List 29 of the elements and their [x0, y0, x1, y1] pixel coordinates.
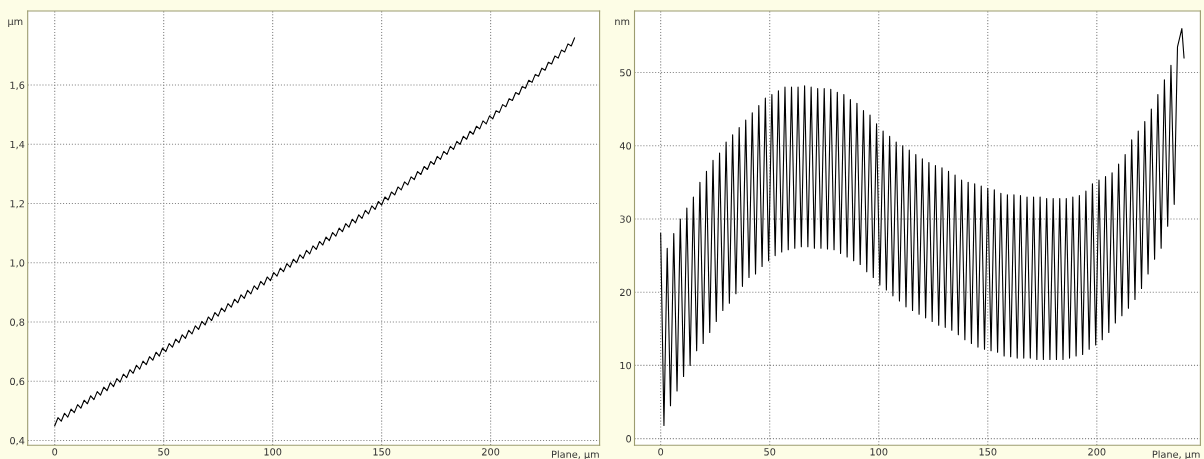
y-tick-label: 20: [620, 288, 632, 297]
y-tick-label: 1,6: [10, 81, 25, 90]
y-tick-label: 0,8: [10, 318, 25, 327]
x-tick-label: 200: [482, 448, 500, 456]
y-tick-label: 1,0: [10, 259, 25, 268]
y-tick-label: 50: [620, 69, 632, 77]
x-axis-title: Plane, µm: [1152, 450, 1200, 459]
x-tick-label: 150: [373, 448, 391, 456]
y-axis-title: µm: [8, 19, 23, 27]
y-tick-label: 0,4: [10, 436, 25, 446]
x-tick-label: 100: [870, 448, 888, 456]
y-tick-label: 10: [620, 361, 632, 370]
x-tick-label: 50: [158, 448, 170, 456]
x-tick-label: 200: [1088, 448, 1106, 456]
x-tick-label: 0: [52, 448, 58, 456]
x-tick-label: 0: [658, 448, 664, 456]
y-axis-title: nm: [615, 19, 630, 25]
y-tick-label: 1,4: [10, 140, 25, 150]
y-tick-label: 0,6: [10, 377, 25, 387]
x-axis-title: Plane, µm: [552, 450, 599, 459]
x-tick-label: 100: [264, 448, 282, 456]
line-series: [660, 28, 1185, 427]
x-tick-label: 150: [979, 448, 997, 456]
y-tick-label: 40: [619, 142, 632, 150]
y-tick-label: 1,2: [10, 200, 24, 209]
y-tick-label: 30: [620, 215, 632, 223]
y-tick-label: 0: [626, 435, 632, 443]
x-tick-label: 50: [764, 448, 776, 456]
line-series: [54, 37, 576, 427]
